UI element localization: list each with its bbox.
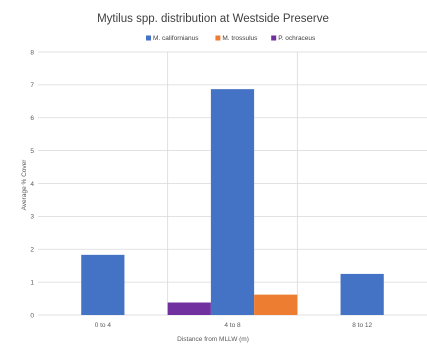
legend-swatch-2 [271, 35, 277, 41]
bar-m-californianus-0 [81, 254, 125, 315]
bar-m-trossulus-1 [254, 294, 298, 315]
y-tick-label-6: 6 [30, 115, 34, 122]
y-tick-label-1: 1 [30, 279, 34, 286]
y-tick-label-2: 2 [30, 247, 34, 254]
bars [81, 89, 384, 316]
y-axis-label: Average % Cover [21, 159, 28, 211]
y-tick-label-5: 5 [30, 148, 34, 155]
y-tick-label-8: 8 [30, 49, 34, 56]
bar-m-californianus-2 [340, 273, 384, 315]
legend-swatch-1 [215, 35, 221, 41]
legend-label-2: P. ochraceus [278, 35, 316, 42]
legend: M. californianus M. trossulus P. ochraceus [146, 35, 316, 42]
chart-title: Mytilus spp. distribution at Westside Pr… [97, 13, 329, 25]
y-tick-label-0: 0 [30, 312, 34, 319]
legend-swatch-0 [146, 35, 151, 41]
legend-label-1: M. trossulus [222, 35, 258, 42]
legend-label-0: M. californianus [153, 35, 199, 42]
bar-p-ochraceus-1 [167, 302, 211, 315]
y-tick-label-7: 7 [30, 82, 34, 89]
y-tick-label-3: 3 [30, 214, 34, 221]
x-tick-label-1: 4 to 8 [224, 322, 241, 329]
x-tick-label-0: 0 to 4 [95, 322, 112, 329]
y-tick-label-4: 4 [30, 181, 34, 188]
x-axis-label: Distance from MLLW (m) [177, 336, 249, 343]
axes: 0 1 2 3 4 5 6 7 8 0 to 4 4 to 8 8 to 12 [30, 49, 372, 329]
bar-m-californianus-1 [210, 89, 255, 316]
x-tick-label-2: 8 to 12 [352, 322, 372, 329]
